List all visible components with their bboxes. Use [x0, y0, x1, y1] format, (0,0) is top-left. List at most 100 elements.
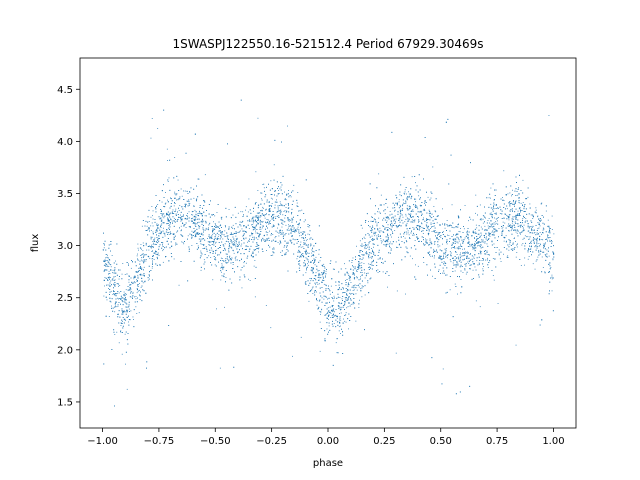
data-point — [318, 283, 320, 285]
data-point — [167, 215, 169, 217]
data-point — [235, 235, 237, 237]
data-point — [303, 238, 305, 239]
data-point — [192, 214, 194, 216]
data-point — [395, 222, 396, 224]
data-point — [539, 232, 541, 233]
data-point — [479, 306, 481, 308]
data-point — [273, 225, 275, 227]
data-point — [273, 164, 275, 166]
data-point — [173, 236, 175, 238]
data-point — [473, 232, 475, 234]
data-point — [138, 312, 140, 314]
data-point — [384, 213, 386, 215]
data-point — [297, 192, 299, 193]
data-point — [116, 306, 118, 308]
data-point — [498, 252, 500, 254]
data-point — [108, 288, 109, 289]
data-point — [506, 214, 508, 216]
data-point — [248, 198, 250, 200]
data-point — [529, 232, 531, 234]
data-point — [455, 258, 457, 259]
data-point — [111, 349, 113, 350]
data-point — [144, 281, 146, 283]
data-point — [340, 325, 341, 327]
data-point — [511, 222, 513, 224]
data-point — [465, 252, 467, 254]
data-point — [156, 227, 158, 229]
data-point — [201, 223, 203, 225]
data-point — [368, 221, 369, 222]
data-point — [171, 256, 173, 258]
data-point — [332, 298, 334, 300]
data-point — [195, 222, 196, 224]
data-point — [263, 187, 265, 189]
data-point — [330, 317, 332, 318]
data-point — [358, 286, 360, 288]
data-point — [202, 226, 204, 228]
data-point — [493, 232, 495, 234]
data-point — [204, 174, 206, 176]
data-point — [201, 194, 203, 196]
data-point — [264, 239, 266, 241]
data-point — [142, 250, 144, 252]
data-point — [459, 231, 461, 233]
data-point — [474, 266, 476, 268]
data-point — [476, 257, 478, 259]
data-point — [399, 212, 401, 214]
data-point — [332, 309, 334, 311]
data-point — [130, 267, 132, 269]
data-point — [290, 232, 291, 234]
data-point — [169, 229, 170, 230]
data-point — [552, 259, 554, 261]
data-point — [239, 243, 240, 245]
data-point — [176, 199, 177, 201]
data-point — [405, 224, 407, 226]
data-point — [125, 311, 127, 313]
data-point — [377, 211, 378, 213]
data-point — [303, 221, 305, 223]
data-point — [308, 252, 310, 254]
data-point — [123, 310, 125, 312]
data-point — [365, 245, 366, 247]
data-point — [358, 307, 360, 308]
data-point — [199, 241, 201, 243]
data-point — [521, 244, 523, 246]
data-point — [117, 304, 119, 306]
data-point — [514, 221, 516, 223]
data-point — [502, 226, 504, 228]
data-point — [398, 236, 399, 238]
data-point — [475, 231, 476, 233]
data-point — [387, 217, 389, 219]
data-point — [232, 236, 234, 238]
data-point — [273, 247, 275, 249]
data-point — [371, 239, 372, 241]
data-point — [104, 270, 106, 271]
data-point — [218, 221, 220, 223]
data-point — [150, 225, 152, 227]
data-point — [176, 231, 178, 233]
data-point — [277, 209, 279, 211]
data-point — [530, 214, 532, 216]
data-point — [410, 221, 412, 223]
data-point — [311, 255, 312, 257]
data-point — [183, 243, 185, 245]
data-point — [415, 205, 417, 206]
data-point — [536, 243, 538, 245]
data-point — [304, 282, 306, 284]
data-point — [539, 324, 541, 326]
data-point — [479, 246, 481, 247]
data-point — [299, 260, 301, 262]
data-point — [117, 292, 119, 294]
data-point — [394, 223, 395, 224]
data-point — [498, 249, 500, 251]
data-point — [377, 272, 379, 273]
data-point — [545, 254, 546, 256]
data-point — [324, 338, 326, 339]
data-point — [216, 212, 218, 213]
data-point — [333, 323, 335, 324]
data-point — [173, 177, 175, 179]
data-point — [186, 215, 187, 216]
data-point — [480, 226, 482, 228]
data-point — [257, 205, 259, 207]
data-point — [225, 253, 227, 255]
